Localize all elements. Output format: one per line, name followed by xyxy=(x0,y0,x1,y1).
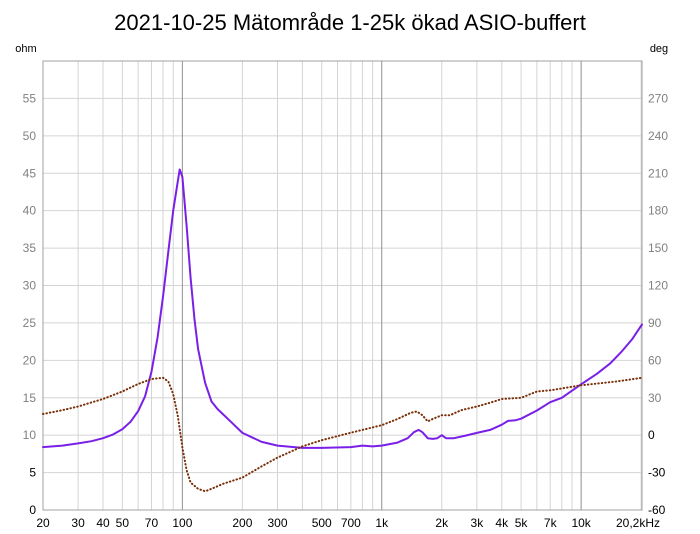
x-tick-label: 50 xyxy=(116,516,130,530)
left-tick-label: 35 xyxy=(23,241,37,255)
right-tick-label: -30 xyxy=(648,466,666,480)
left-tick-label: 55 xyxy=(23,91,37,105)
plot-border xyxy=(42,60,643,511)
right-tick-label: 240 xyxy=(648,129,668,143)
x-tick-label: 30 xyxy=(71,516,85,530)
left-tick-label: 10 xyxy=(23,428,37,442)
left-tick-label: 25 xyxy=(23,316,37,330)
left-tick-label: 5 xyxy=(29,466,36,480)
left-axis-label: ohm xyxy=(15,43,36,55)
x-tick-label: 5k xyxy=(515,516,529,530)
chart-title: 2021-10-25 Mätområde 1-25k ökad ASIO-buf… xyxy=(114,10,586,35)
grid xyxy=(43,61,642,510)
x-tick-label: 10k xyxy=(571,516,591,530)
x-tick-label: 40 xyxy=(96,516,110,530)
left-axis-ticks: 0 5 10 15 20 25 30 35 40 45 50 55 xyxy=(23,91,37,517)
left-tick-label: 50 xyxy=(23,129,37,143)
right-tick-label: 0 xyxy=(648,428,655,442)
series-layer xyxy=(42,168,643,493)
x-tick-label: 20 xyxy=(36,516,50,530)
right-axis-ticks: -60 -30 0 30 60 90 120 150 180 210 240 270 xyxy=(648,91,668,517)
impedance-curve xyxy=(42,168,643,449)
x-tick-label: 20,2kHz xyxy=(616,516,660,530)
x-tick-label: 2k xyxy=(435,516,449,530)
right-axis-label: deg xyxy=(650,43,668,55)
right-tick-label: 90 xyxy=(648,316,662,330)
left-tick-label: 20 xyxy=(23,353,37,367)
x-tick-label: 100 xyxy=(172,516,192,530)
phase-curve xyxy=(42,376,643,493)
x-tick-label: 300 xyxy=(267,516,287,530)
x-tick-label: 1k xyxy=(375,516,389,530)
left-tick-label: 30 xyxy=(23,279,37,293)
right-tick-label: 60 xyxy=(648,353,662,367)
right-tick-label: 150 xyxy=(648,241,668,255)
left-tick-label: 0 xyxy=(29,503,36,517)
left-tick-label: 45 xyxy=(23,166,37,180)
x-tick-label: 200 xyxy=(232,516,252,530)
right-tick-label: 120 xyxy=(648,279,668,293)
left-tick-label: 15 xyxy=(23,391,37,405)
x-tick-label: 7k xyxy=(544,516,558,530)
right-tick-label: 270 xyxy=(648,91,668,105)
x-tick-label: 700 xyxy=(341,516,361,530)
x-tick-label: 500 xyxy=(312,516,332,530)
right-tick-label: -60 xyxy=(648,503,666,517)
right-tick-label: 180 xyxy=(648,204,668,218)
x-tick-label: 70 xyxy=(145,516,159,530)
plot-frame xyxy=(42,60,643,511)
x-tick-label: 4k xyxy=(495,516,509,530)
x-tick-label: 3k xyxy=(471,516,485,530)
right-tick-label: 30 xyxy=(648,391,662,405)
right-tick-label: 210 xyxy=(648,166,668,180)
left-tick-label: 40 xyxy=(23,204,37,218)
x-axis-ticks: 20 30 40 50 70 100 200 300 500 700 1k 2k 3k 4k 5k 7k 10k… xyxy=(36,516,660,530)
